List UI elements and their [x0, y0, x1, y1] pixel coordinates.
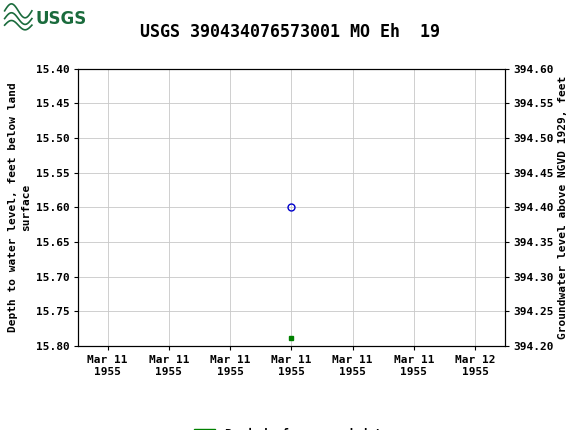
Legend: Period of approved data: Period of approved data — [190, 423, 393, 430]
Text: USGS 390434076573001 MO Eh  19: USGS 390434076573001 MO Eh 19 — [140, 23, 440, 41]
Bar — [3, 3, 78, 36]
Y-axis label: Groundwater level above NGVD 1929, feet: Groundwater level above NGVD 1929, feet — [559, 76, 568, 339]
Y-axis label: Depth to water level, feet below land
surface: Depth to water level, feet below land su… — [8, 83, 31, 332]
Text: USGS: USGS — [36, 10, 87, 28]
